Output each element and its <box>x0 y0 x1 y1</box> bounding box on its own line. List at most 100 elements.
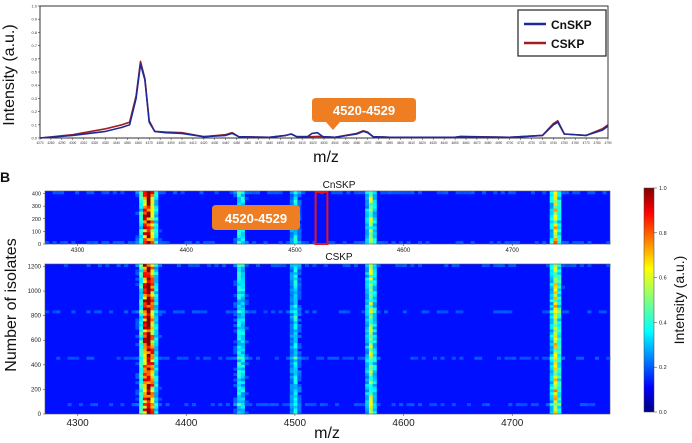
heatmap-cell <box>308 403 313 407</box>
heatmap-cell <box>372 294 377 298</box>
heatmap-cell <box>293 199 298 204</box>
heatmap-cell <box>278 264 283 268</box>
heatmap-cell <box>545 264 551 268</box>
heatmap-cell <box>146 202 151 207</box>
heatmap-cell <box>289 326 294 330</box>
colorbar: 0.00.20.40.60.81.0 Intensity (a.u.) <box>643 186 687 416</box>
heatmap-cell <box>553 397 558 401</box>
heatmap-cell <box>233 304 238 308</box>
heatmap-cell <box>576 191 581 195</box>
heatmap-cell <box>90 241 95 245</box>
heatmap-cell <box>282 264 287 268</box>
heatmap-cell <box>368 291 373 295</box>
heatmap-cell <box>150 211 155 215</box>
heatmap-cell <box>557 264 562 268</box>
heatmap-cell <box>549 277 554 281</box>
heatmap-cell <box>365 389 370 393</box>
heatmap-cell <box>289 272 294 276</box>
heatmap-cell <box>142 354 147 358</box>
heatmap-cell <box>240 283 245 287</box>
heatmap-cell <box>346 264 351 268</box>
heatmap-cell <box>357 191 362 195</box>
heatmap-cell <box>146 348 151 352</box>
heatmap-cell <box>240 394 245 398</box>
heatmap-cell <box>154 324 159 328</box>
heatmap-cell <box>553 205 558 209</box>
heatmap-cell <box>240 299 245 303</box>
line-x-tick-label: 4310 <box>80 141 87 145</box>
heatmap-cell <box>549 269 554 273</box>
heatmap-cell <box>368 229 373 233</box>
heatmap-cell <box>368 343 373 347</box>
heatmap-cell <box>233 302 238 306</box>
heatmap-cell <box>549 321 554 325</box>
heatmap-cell <box>372 326 377 330</box>
heatmap-cell <box>139 348 144 352</box>
heatmap-cell <box>173 310 178 314</box>
heatmap-cell <box>293 364 298 368</box>
heatmap-cell <box>557 394 562 398</box>
heatmap-cell <box>372 238 377 242</box>
heatmap-cell <box>146 217 151 221</box>
heatmap-cell <box>237 411 242 415</box>
heatmap-cell <box>154 272 159 276</box>
heatmap-cell <box>372 217 377 221</box>
heatmap-cell <box>297 403 302 407</box>
heatmap-cell <box>572 241 577 245</box>
heatmap-cell <box>135 264 140 268</box>
heatmap-cell <box>135 191 140 195</box>
heatmap-cell <box>237 277 242 281</box>
heatmap-cell <box>142 193 147 198</box>
heatmap-cell <box>150 269 155 273</box>
heatmap-cell <box>372 373 377 377</box>
heatmap-cell <box>244 354 249 358</box>
heatmap-cell <box>139 220 144 224</box>
heatmap-cell <box>549 384 554 388</box>
heatmap-cell <box>289 304 294 308</box>
heatmap-y-tick-label: 400 <box>31 363 42 369</box>
heatmap-cell <box>154 288 159 292</box>
heatmap-cell <box>297 304 302 308</box>
heatmap-cell <box>557 334 562 338</box>
heatmap-cell <box>368 392 373 396</box>
heatmap-cell <box>139 337 144 341</box>
heatmap-cell <box>372 285 377 289</box>
heatmap-cell <box>327 241 332 245</box>
callout-text: 4520-4529 <box>333 103 395 118</box>
heatmap-cell <box>289 403 294 407</box>
heatmap-cell <box>553 304 558 308</box>
heatmap-cell <box>365 381 370 385</box>
heatmap-cell <box>286 356 291 360</box>
heatmap-cell <box>139 389 144 393</box>
heatmap-cell <box>365 356 370 360</box>
heatmap-cell <box>289 373 294 377</box>
heatmap-cell <box>237 264 242 268</box>
heatmap-cell <box>154 266 159 270</box>
heatmap-cell <box>365 193 370 198</box>
heatmap-cell <box>289 296 294 300</box>
heatmap-cell <box>549 329 554 333</box>
heatmap-cell <box>365 324 370 328</box>
heatmap-cell <box>158 403 163 407</box>
heatmap-cell <box>368 381 373 385</box>
heatmap-cell <box>222 264 227 268</box>
heatmap-cell <box>150 274 155 278</box>
heatmap-cell <box>297 310 302 314</box>
heatmap-cell <box>549 299 554 303</box>
heatmap-cell <box>237 343 242 347</box>
heatmap-cell <box>165 241 170 245</box>
line-x-tick-label: 4460 <box>244 141 251 145</box>
heatmap-cell <box>240 411 245 415</box>
heatmap-cell <box>150 232 155 236</box>
heatmap-cell <box>139 269 144 273</box>
heatmap-cell <box>297 370 302 374</box>
heatmap-cell <box>545 403 551 407</box>
heatmap-cell <box>240 315 245 319</box>
heatmap-cell <box>240 272 245 276</box>
heatmap-cell <box>263 241 268 245</box>
heatmap-cell <box>142 337 147 341</box>
heatmap-cell <box>368 400 373 404</box>
line-chart-legend: CnSKP CSKP <box>517 9 607 57</box>
heatmap-cell <box>206 264 212 268</box>
heatmap-cell <box>293 232 298 236</box>
